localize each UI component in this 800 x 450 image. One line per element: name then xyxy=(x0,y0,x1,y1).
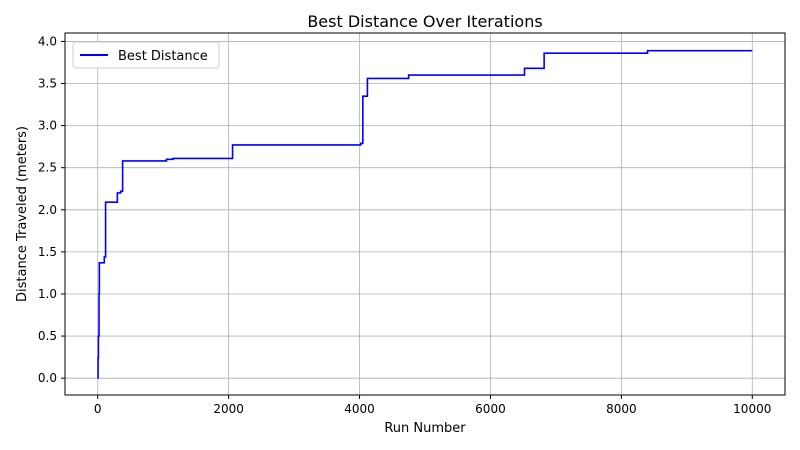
plot-frame xyxy=(64,32,786,396)
legend-box xyxy=(72,41,220,69)
x-tick-label: 0 xyxy=(94,402,102,416)
x-tick-label: 4000 xyxy=(344,402,375,416)
x-tick-label: 8000 xyxy=(606,402,637,416)
chart-title: Best Distance Over Iterations xyxy=(307,12,542,31)
series-layer xyxy=(97,49,753,379)
y-tick-label: 0.0 xyxy=(38,371,57,385)
y-tick-label: 2.5 xyxy=(38,161,57,175)
y-tick-label: 4.0 xyxy=(38,34,57,48)
y-axis-label: Distance Traveled (meters) xyxy=(15,126,30,302)
tick-layer: 0 2000 4000 6000 8000 10000 0.0 0.5 1.0 1.5 2.0 2.5… xyxy=(38,34,771,416)
y-tick-label: 2.0 xyxy=(38,203,57,217)
x-tick-label: 6000 xyxy=(475,402,506,416)
y-tick-label: 1.5 xyxy=(38,245,57,259)
series-line-0 xyxy=(97,49,753,379)
legend-label: Best Distance xyxy=(118,49,208,64)
y-tick-label: 0.5 xyxy=(38,329,57,343)
x-tick-label: 2000 xyxy=(213,402,244,416)
x-axis-label: Run Number xyxy=(384,421,466,436)
grid xyxy=(65,33,785,395)
x-tick-label: 10000 xyxy=(733,402,771,416)
y-tick-label: 3.0 xyxy=(38,119,57,133)
y-tick-label: 1.0 xyxy=(38,287,57,301)
legend: Best Distance xyxy=(72,41,220,69)
y-tick-label: 3.5 xyxy=(38,77,57,91)
